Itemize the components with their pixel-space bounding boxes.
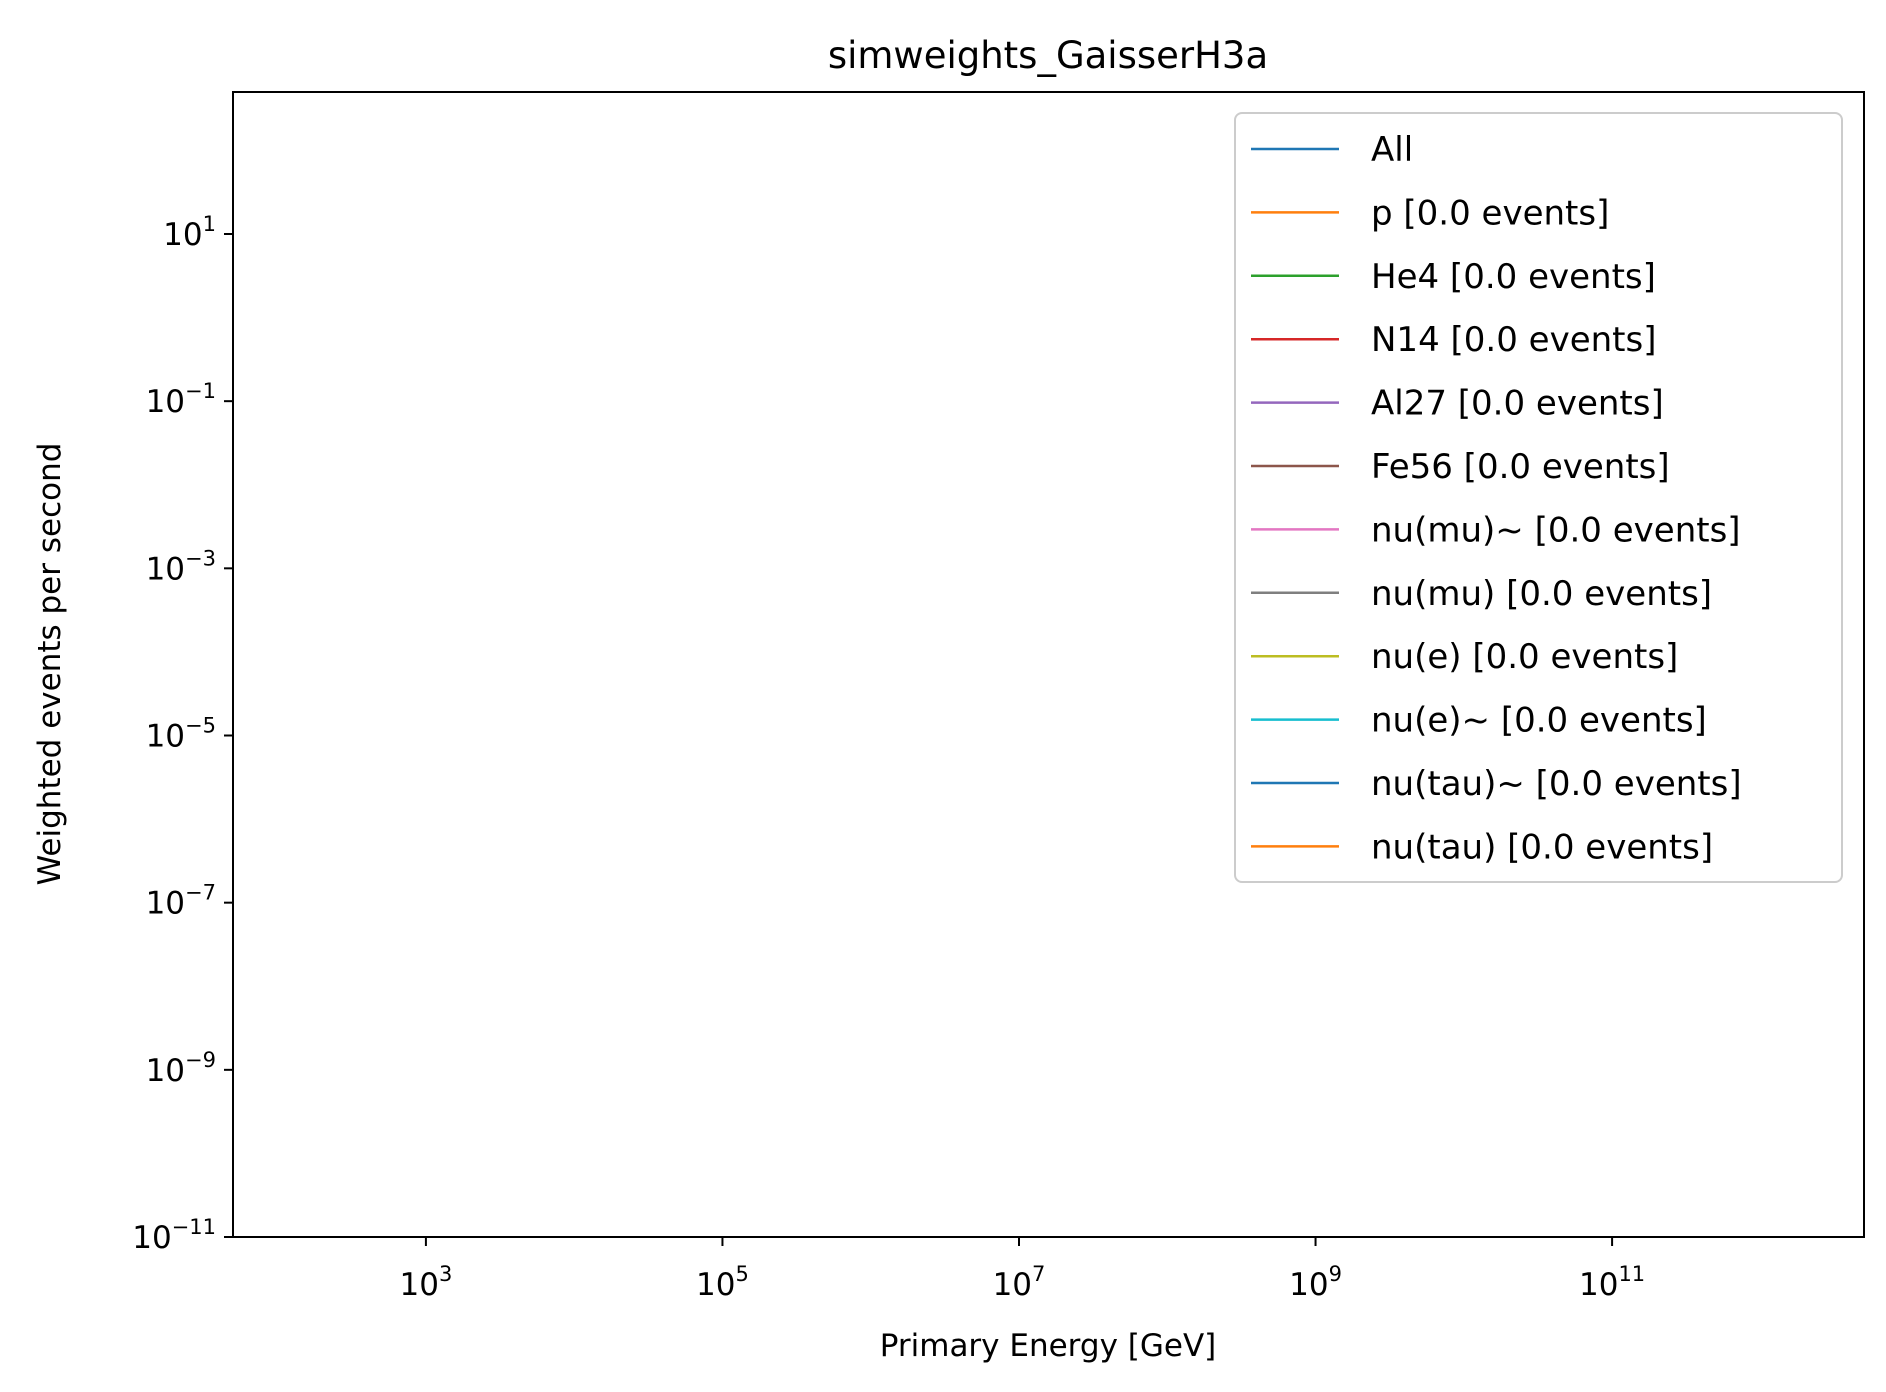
legend-label: nu(mu) [0.0 events] [1371, 574, 1712, 614]
x-tick-label: 103 [399, 1262, 452, 1303]
legend-frame [1234, 112, 1843, 883]
legend-label: Al27 [0.0 events] [1371, 384, 1664, 424]
legend-entry: nu(e)~ [0.0 events] [1251, 701, 1707, 741]
y-tick-label: 10−1 [146, 379, 216, 420]
x-axis-label: Primary Energy [GeV] [880, 1328, 1217, 1364]
y-tick-label: 10−3 [146, 546, 216, 587]
y-tick-label: 10−11 [132, 1215, 216, 1256]
y-axis-label: Weighted events per second [32, 443, 68, 886]
legend-label: nu(e)~ [0.0 events] [1371, 701, 1707, 741]
legend-entry: Al27 [0.0 events] [1251, 384, 1664, 424]
legend-entry: nu(mu) [0.0 events] [1251, 574, 1712, 614]
legend-entry: nu(e) [0.0 events] [1251, 637, 1678, 677]
legend-label: nu(tau) [0.0 events] [1371, 827, 1713, 867]
legend-entry: He4 [0.0 events] [1251, 257, 1656, 297]
chart-title: simweights_GaisserH3a [828, 34, 1268, 77]
x-tick-label: 105 [696, 1262, 749, 1303]
legend-label: nu(tau)~ [0.0 events] [1371, 764, 1742, 804]
legend-entry: Fe56 [0.0 events] [1251, 447, 1670, 487]
legend-entry: All [1251, 130, 1413, 170]
x-tick-label: 109 [1289, 1262, 1342, 1303]
y-tick-label: 10−7 [146, 881, 216, 922]
y-tick-label: 10−9 [146, 1048, 216, 1089]
y-tick-label: 10−5 [146, 714, 216, 755]
legend-label: All [1371, 130, 1413, 170]
legend-entry: nu(mu)~ [0.0 events] [1251, 510, 1741, 550]
legend-label: nu(e) [0.0 events] [1371, 637, 1678, 677]
y-tick-label: 101 [163, 212, 216, 253]
legend-label: Fe56 [0.0 events] [1371, 447, 1670, 487]
legend-entry: p [0.0 events] [1251, 193, 1609, 233]
y-axis: 101 10−1 10−3 10−5 10−7 10−9 10−11 [132, 212, 233, 1256]
x-tick-label: 1011 [1579, 1262, 1645, 1303]
legend-entries: All p [0.0 events] He4 [0.0 events] N14 [0.… [1251, 130, 1742, 867]
legend-entry: N14 [0.0 events] [1251, 320, 1656, 360]
legend-label: p [0.0 events] [1371, 193, 1609, 233]
x-tick-label: 107 [993, 1262, 1046, 1303]
legend-label: N14 [0.0 events] [1371, 320, 1656, 360]
legend-label: nu(mu)~ [0.0 events] [1371, 510, 1741, 550]
legend-label: He4 [0.0 events] [1371, 257, 1656, 297]
legend: All p [0.0 events] He4 [0.0 events] N14 [0.… [1234, 112, 1843, 883]
legend-entry: nu(tau)~ [0.0 events] [1251, 764, 1742, 804]
legend-entry: nu(tau) [0.0 events] [1251, 827, 1713, 867]
x-axis: 103 105 107 109 1011 [399, 1237, 1645, 1303]
